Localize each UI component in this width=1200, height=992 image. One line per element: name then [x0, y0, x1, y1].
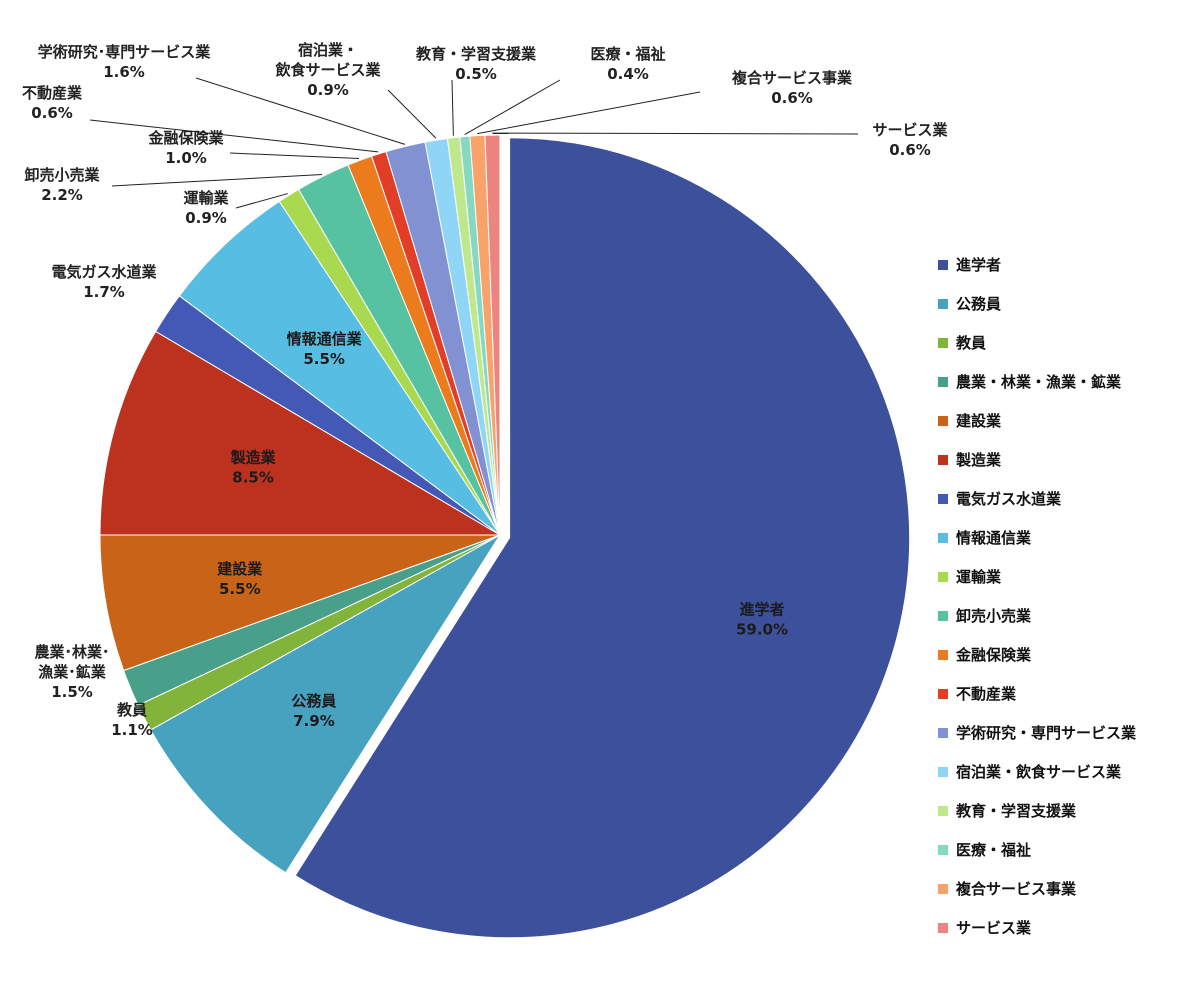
slice-label: 2.2%: [41, 186, 83, 204]
slice-label: 1.7%: [83, 283, 125, 301]
legend-label: 農業・林業・漁業・鉱業: [956, 373, 1122, 391]
legend-label: 公務員: [956, 295, 1001, 313]
legend-swatch: [938, 728, 948, 738]
leader-line: [229, 152, 360, 160]
leader-line: [195, 77, 406, 145]
pie-slice: [484, 134, 501, 536]
slice-label: 学術研究･専門サービス業: [38, 43, 212, 61]
slice-label: 不動産業: [22, 84, 83, 102]
slice-label: 0.9%: [185, 209, 227, 227]
slice-label: 教育・学習支援業: [415, 45, 537, 63]
slice-label: 1.0%: [165, 149, 207, 167]
legend-label: 教育・学習支援業: [955, 802, 1077, 820]
slice-labels: 進学者 59.0% 公務員 7.9% 教員 1.1% 農業･林業･ 漁業･鉱業 1.5% 建設業 5…: [22, 41, 949, 739]
legend-swatch: [938, 377, 948, 387]
leader-line: [387, 89, 437, 139]
slice-label: 5.5%: [219, 580, 261, 598]
leader-line: [89, 119, 379, 153]
legend-label: 情報通信業: [956, 529, 1032, 547]
leader-line: [477, 91, 701, 135]
slice-label: 0.5%: [455, 65, 497, 83]
pie-slices: [99, 134, 911, 939]
slice-label: 運輸業: [183, 189, 229, 207]
legend-label: 製造業: [955, 451, 1002, 469]
slice-label: 1.1%: [111, 721, 153, 739]
legend-swatch: [938, 806, 948, 816]
slice-label: 宿泊業・: [298, 41, 358, 59]
legend-swatch: [938, 494, 948, 504]
pie-slice: [150, 534, 501, 874]
legend-label: 学術研究・専門サービス業: [956, 724, 1137, 742]
legend-label: サービス業: [956, 919, 1032, 937]
slice-label: 教員: [116, 701, 147, 719]
legend-swatch: [938, 299, 948, 309]
slice-label: 0.6%: [889, 141, 931, 159]
legend-swatch: [938, 845, 948, 855]
slice-label: 漁業･鉱業: [38, 663, 107, 681]
leader-lines: [89, 77, 859, 209]
slice-label: サービス業: [872, 121, 948, 139]
slice-label: 0.6%: [771, 89, 813, 107]
legend-label: 複合サービス事業: [955, 880, 1077, 898]
legend-swatch: [938, 884, 948, 894]
leader-line: [235, 193, 288, 209]
slice-label: 5.5%: [303, 350, 345, 368]
legend-swatch: [938, 767, 948, 777]
slice-label: 進学者: [740, 600, 785, 618]
leader-line: [111, 174, 323, 187]
legend-swatch: [938, 416, 948, 426]
pie-slice: [99, 534, 501, 672]
legend-swatch: [938, 455, 948, 465]
legend-label: 卸売小売業: [956, 607, 1032, 625]
slice-label: 農業･林業･: [34, 643, 109, 661]
slice-label: 0.9%: [307, 81, 349, 99]
legend-swatch: [938, 533, 948, 543]
legend-label: 医療・福祉: [956, 841, 1031, 859]
legend-swatch: [938, 689, 948, 699]
legend-swatch: [938, 572, 948, 582]
slice-label: 製造業: [230, 448, 277, 466]
slice-label: 情報通信業: [287, 330, 363, 348]
leader-line: [464, 79, 561, 135]
pie-slice: [294, 137, 911, 939]
legend-label: 不動産業: [956, 685, 1017, 703]
legend-label: 教員: [955, 334, 986, 352]
slice-label: 59.0%: [736, 620, 788, 638]
slice-label: 8.5%: [232, 468, 274, 486]
legend-swatch: [938, 338, 948, 348]
slice-label: 7.9%: [293, 712, 335, 730]
leader-line: [451, 79, 454, 136]
slice-label: 卸売小売業: [24, 166, 100, 184]
legend: 進学者公務員教員農業・林業・漁業・鉱業建設業製造業電気ガス水道業情報通信業運輸業…: [938, 256, 1137, 937]
pie-slice: [99, 330, 502, 536]
slice-label: 建設業: [217, 560, 263, 578]
slice-label: 0.6%: [31, 104, 73, 122]
legend-label: 建設業: [956, 412, 1002, 430]
legend-label: 運輸業: [956, 568, 1002, 586]
legend-label: 金融保険業: [955, 646, 1032, 664]
slice-label: 1.5%: [51, 683, 93, 701]
legend-label: 電気ガス水道業: [956, 490, 1062, 508]
slice-label: 1.6%: [103, 63, 145, 81]
slice-label: 金融保険業: [147, 129, 224, 147]
legend-swatch: [938, 923, 948, 933]
legend-swatch: [938, 611, 948, 621]
slice-label: 公務員: [291, 692, 336, 710]
pie-slice: [178, 200, 501, 536]
slice-label: 複合サービス事業: [731, 69, 853, 87]
legend-swatch: [938, 650, 948, 660]
slice-label: 電気ガス水道業: [51, 263, 157, 281]
legend-swatch: [938, 260, 948, 270]
slice-label: 飲食サービス業: [274, 61, 381, 79]
leader-line: [492, 132, 859, 135]
legend-label: 宿泊業・飲食サービス業: [956, 763, 1122, 781]
slice-label: 0.4%: [607, 65, 649, 83]
slice-label: 医療・福祉: [590, 45, 665, 63]
legend-label: 進学者: [956, 256, 1001, 274]
